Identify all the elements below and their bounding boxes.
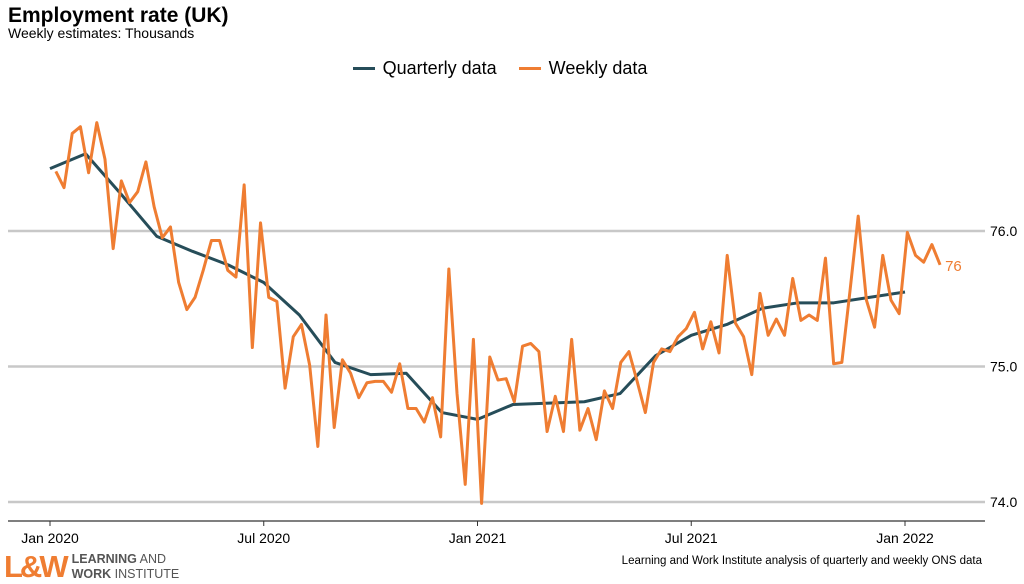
y-tick-label: 75.0 <box>990 359 1017 375</box>
legend-item-weekly: Weekly data <box>518 58 648 79</box>
weekly-end-label: 76 <box>945 258 962 275</box>
y-tick-label: 74.0 <box>990 494 1017 510</box>
legend-swatch-weekly <box>518 67 541 70</box>
quarterly-data-line <box>49 152 906 421</box>
legend: Quarterly data Weekly data <box>0 58 1000 79</box>
logo-text: LEARNING AND WORK INSTITUTE <box>71 552 180 581</box>
x-tick-label: Jan 2021 <box>449 530 507 546</box>
chart-subtitle: Weekly estimates: Thousands <box>8 25 195 41</box>
x-tick-label: Jan 2022 <box>876 530 934 546</box>
x-tick-label: Jan 2020 <box>21 530 79 546</box>
lw-logo: L&W LEARNING AND WORK INSTITUTE <box>4 551 179 583</box>
source-note: Learning and Work Institute analysis of … <box>621 555 982 567</box>
chart-title: Employment rate (UK) <box>8 4 229 27</box>
legend-item-quarterly: Quarterly data <box>352 58 497 79</box>
legend-label-weekly: Weekly data <box>548 58 648 78</box>
y-tick-label: 76.0 <box>990 223 1017 239</box>
x-tick-label: Jul 2020 <box>237 530 290 546</box>
logo-mark: L&W <box>4 549 69 584</box>
legend-label-quarterly: Quarterly data <box>382 58 497 78</box>
weekly-data-line <box>54 121 942 505</box>
legend-swatch-quarterly <box>352 67 375 70</box>
x-tick-label: Jul 2021 <box>665 530 718 546</box>
